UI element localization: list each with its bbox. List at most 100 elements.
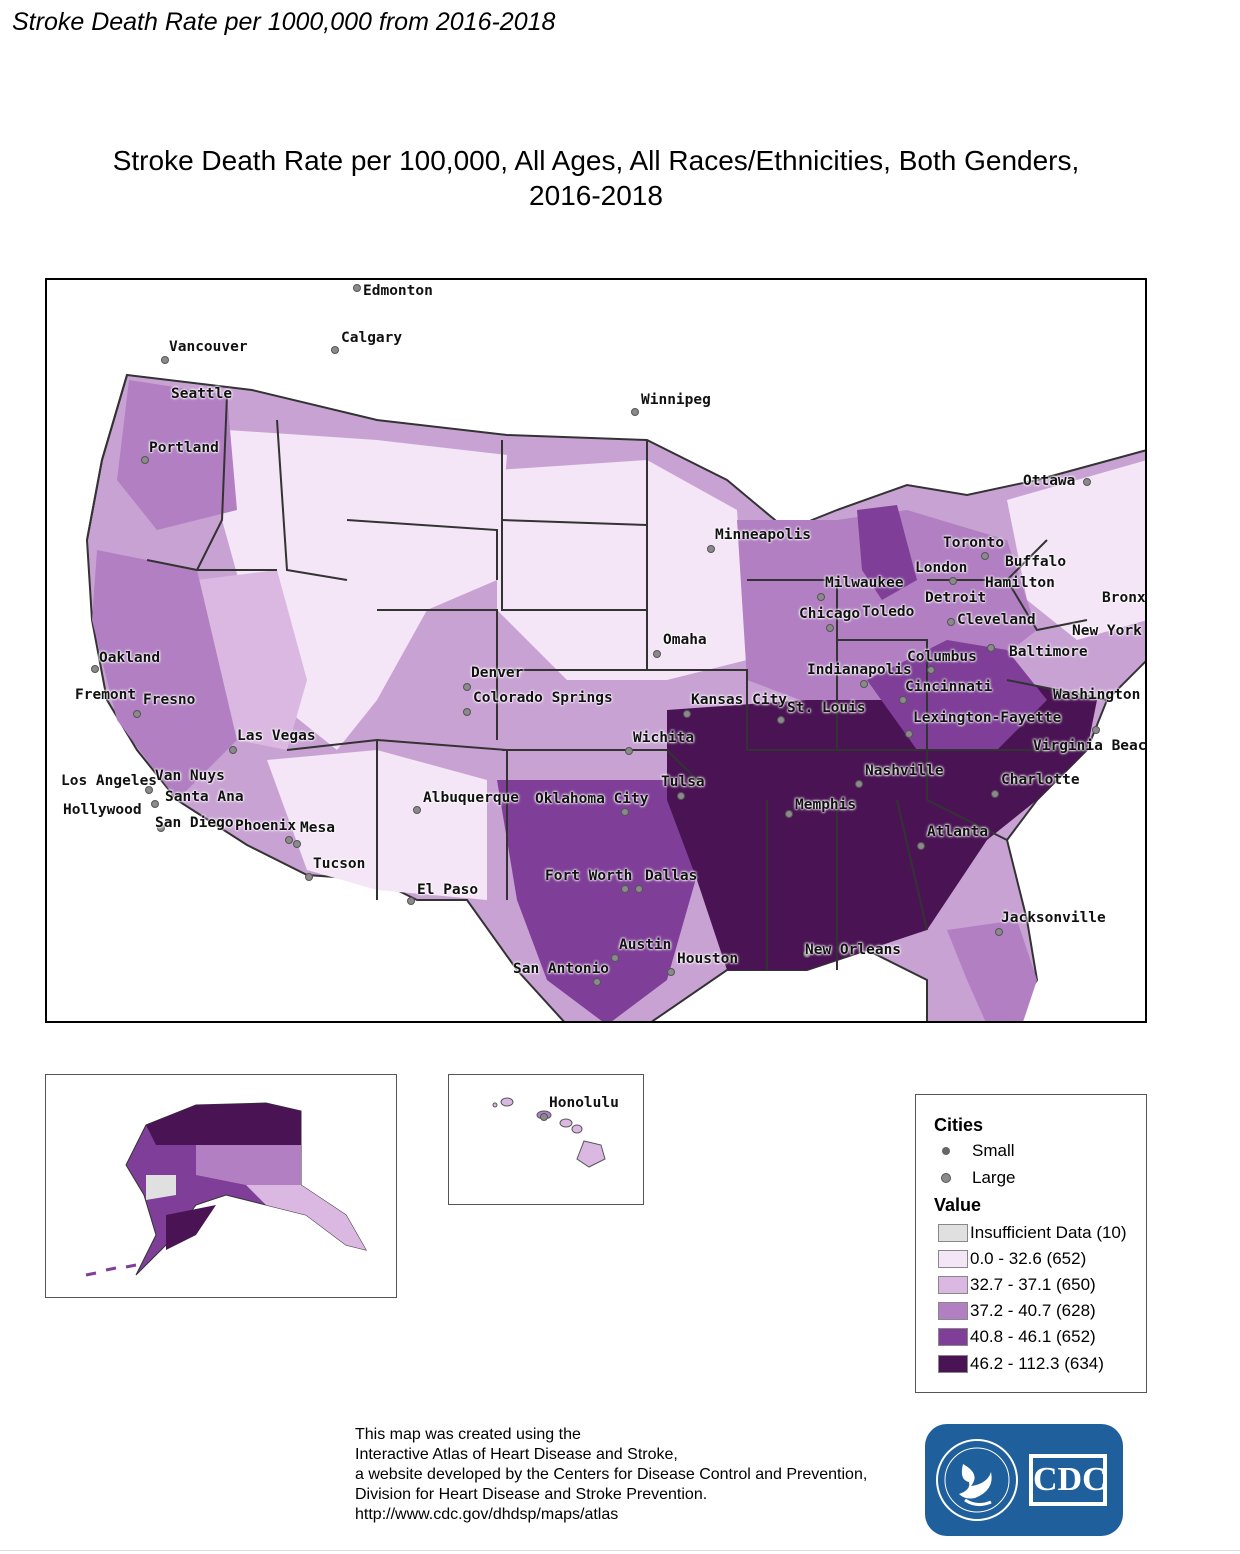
city-dot-colorado-springs: [463, 708, 471, 716]
city-dot-el-paso: [407, 897, 415, 905]
city-label-chicago: Chicago: [799, 606, 861, 622]
city-dot-calgary: [331, 346, 339, 354]
credits-line-4: Division for Heart Disease and Stroke Pr…: [355, 1486, 708, 1503]
city-dot-cincinnati: [899, 696, 907, 704]
city-dot-chicago: [826, 624, 834, 632]
city-label-memphis: Memphis: [795, 797, 857, 813]
city-dot-albuquerque: [413, 806, 421, 814]
credits-line-1: This map was created using the: [355, 1426, 581, 1443]
city-dot-houston: [667, 968, 675, 976]
city-label-bronx: Bronx: [1102, 590, 1146, 606]
city-dot-lexington: [905, 730, 913, 738]
city-label-phoenix: Phoenix: [235, 818, 297, 834]
northeast-light: [1007, 460, 1145, 640]
city-label-toledo: Toledo: [862, 604, 915, 620]
city-label-virginia-beach: Virginia Beach: [1033, 738, 1147, 754]
city-label-baltimore: Baltimore: [1009, 644, 1088, 660]
legend-class-label: 32.7 - 37.1 (650): [970, 1275, 1096, 1294]
legend-swatch: [938, 1302, 968, 1320]
city-label-honolulu: Honolulu: [549, 1095, 619, 1111]
city-dot-dallas: [635, 885, 643, 893]
stroke-belt-dark: [667, 680, 1097, 970]
legend-swatch: [938, 1328, 968, 1346]
city-dot-san-diego: [157, 824, 165, 832]
cdc-wordmark: CDC: [1033, 1461, 1107, 1498]
legend-class-label: 37.2 - 40.7 (628): [970, 1301, 1096, 1320]
city-label-san-antonio: San Antonio: [513, 961, 610, 977]
city-dot-tucson: [305, 873, 313, 881]
city-dot-indianapolis: [860, 680, 868, 688]
city-label-fresno: Fresno: [143, 692, 196, 708]
city-dot-winnipeg: [631, 408, 639, 416]
city-label-milwaukee: Milwaukee: [825, 575, 904, 591]
city-label-kansas-city: Kansas City: [691, 692, 788, 708]
city-dot-edmonton: [353, 284, 361, 292]
us-map-canvas[interactable]: [47, 280, 1147, 1023]
city-label-tucson: Tucson: [313, 856, 366, 872]
city-dot-ottawa: [1083, 478, 1091, 486]
page-heading: Stroke Death Rate per 1000,000 from 2016…: [12, 8, 556, 36]
city-dot-phoenix: [285, 836, 293, 844]
city-label-charlotte: Charlotte: [1001, 772, 1080, 788]
legend-swatch: [938, 1250, 968, 1268]
city-dot-honolulu: [540, 1113, 548, 1121]
city-label-hamilton: Hamilton: [985, 575, 1055, 591]
city-label-ottawa: Ottawa: [1023, 473, 1076, 489]
alaska-inset[interactable]: [45, 1074, 397, 1298]
us-map-frame[interactable]: Edmonton Calgary Vancouver Seattle Portl…: [45, 278, 1147, 1023]
city-dot-nashville: [855, 780, 863, 788]
city-dot-milwaukee: [817, 593, 825, 601]
city-label-lexington: Lexington-Fayette: [913, 710, 1062, 726]
city-dot-charlotte: [991, 790, 999, 798]
city-dot-virginia-beach: [1092, 726, 1100, 734]
city-dot-new-orleans: [803, 950, 811, 958]
bottom-divider: [0, 1550, 1240, 1551]
legend-class-label: 0.0 - 32.6 (652): [970, 1249, 1087, 1268]
county-shading: [85, 373, 1145, 1021]
credits-url[interactable]: http://www.cdc.gov/dhdsp/maps/atlas: [355, 1506, 619, 1523]
hawaii-inset[interactable]: Honolulu: [448, 1074, 644, 1205]
hhs-seal-icon: [936, 1439, 1107, 1521]
city-label-mesa: Mesa: [300, 820, 335, 836]
city-dot-las-vegas: [229, 746, 237, 754]
city-dot-jacksonville: [995, 928, 1003, 936]
city-label-calgary: Calgary: [341, 330, 403, 346]
city-label-albuquerque: Albuquerque: [423, 790, 520, 806]
city-dot-london: [949, 577, 957, 585]
legend-cities-heading: Cities: [934, 1115, 984, 1135]
city-dot-oakland: [91, 665, 99, 673]
city-label-houston: Houston: [677, 951, 739, 967]
city-dot-columbus: [927, 666, 935, 674]
city-dot-oklahoma-city: [621, 808, 629, 816]
city-label-nashville: Nashville: [865, 763, 944, 779]
city-label-wichita: Wichita: [633, 730, 695, 746]
city-label-atlanta: Atlanta: [927, 824, 989, 840]
map-legend: Cities Small Large Value Insufficient Da…: [915, 1094, 1147, 1393]
city-label-cleveland: Cleveland: [957, 612, 1036, 628]
legend-value-heading: Value: [934, 1195, 982, 1215]
texas-mid: [497, 780, 707, 1021]
city-label-el-paso: El Paso: [417, 882, 479, 898]
city-dot-omaha: [653, 650, 661, 658]
city-label-oklahoma-city: Oklahoma City: [535, 791, 649, 807]
legend-swatch: [938, 1276, 968, 1294]
city-label-toronto: Toronto: [943, 535, 1005, 551]
legend-class-label: 46.2 - 112.3 (634): [970, 1354, 1104, 1373]
city-dot-fresno: [133, 710, 141, 718]
city-label-st-louis: St. Louis: [787, 700, 866, 716]
legend-class-row: 0.0 - 32.6 (652): [938, 1249, 1086, 1269]
city-dot-minneapolis: [707, 545, 715, 553]
city-label-winnipeg: Winnipeg: [641, 392, 711, 408]
legend-class-row: Insufficient Data (10): [938, 1223, 1127, 1243]
map-credits: This map was created using the Interacti…: [355, 1425, 867, 1525]
city-label-portland: Portland: [149, 440, 219, 456]
city-dot-santa-ana: [151, 800, 159, 808]
city-dot-kansas-city: [683, 710, 691, 718]
legend-class-row: 40.8 - 46.1 (652): [938, 1327, 1096, 1347]
city-dot-memphis: [785, 810, 793, 818]
city-label-london: London: [915, 560, 968, 576]
city-label-omaha: Omaha: [663, 632, 707, 648]
city-dot-st-louis: [777, 716, 785, 724]
city-dot-van-nuys: [145, 786, 153, 794]
city-dot-vancouver: [161, 356, 169, 364]
